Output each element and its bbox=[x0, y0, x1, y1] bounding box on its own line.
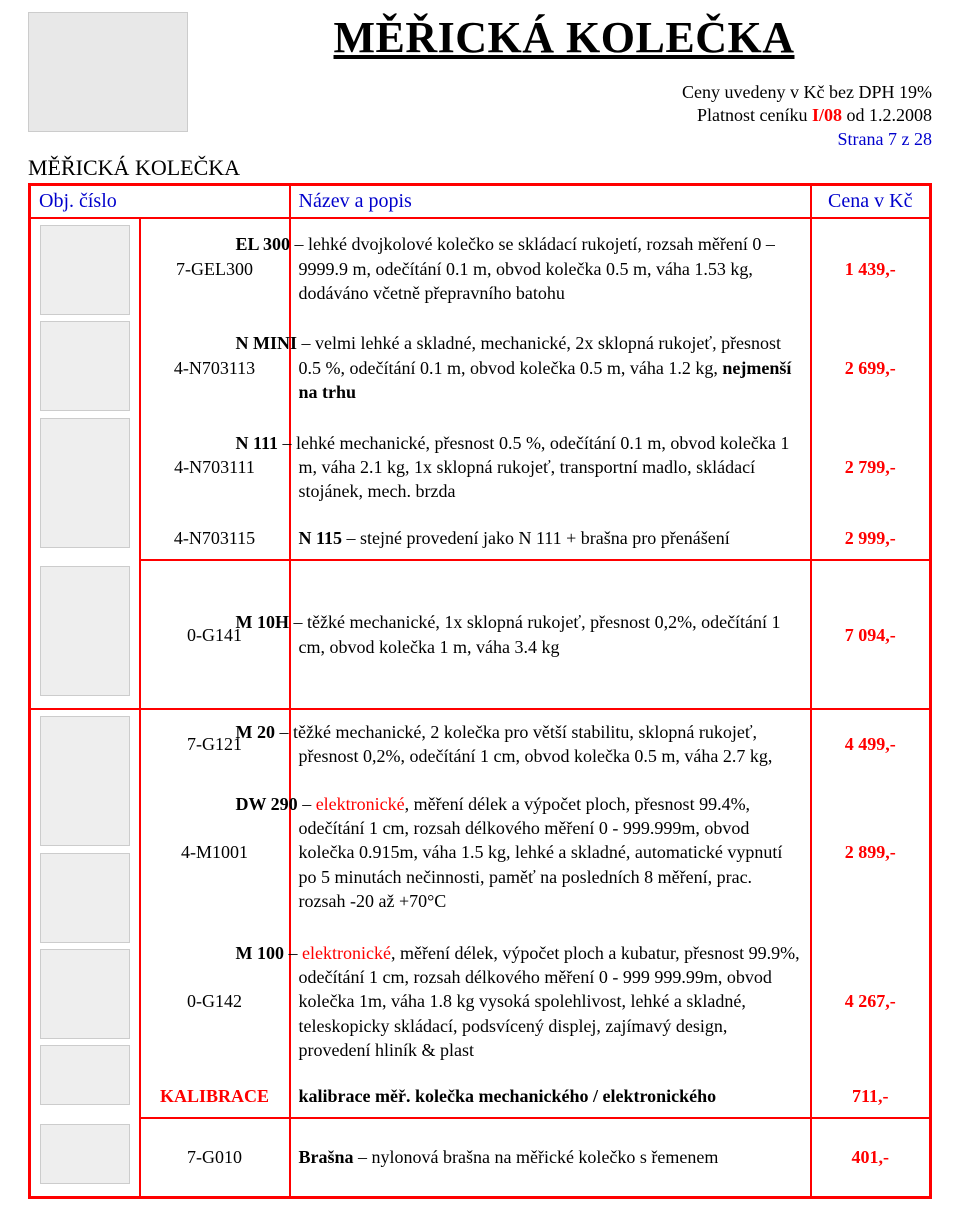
product-price: 7 094,- bbox=[811, 560, 931, 709]
product-image bbox=[40, 853, 130, 943]
product-name: N 115 bbox=[299, 528, 343, 548]
col-header-price: Cena v Kč bbox=[811, 185, 931, 219]
product-price: 2 799,- bbox=[811, 417, 931, 516]
product-desc: M 100 – elektronické, měření délek, výpo… bbox=[290, 927, 811, 1076]
product-desc: N MINI – velmi lehké a skladné, mechanic… bbox=[290, 318, 811, 417]
col-header-desc: Název a popis bbox=[290, 185, 811, 219]
product-name: M 10H bbox=[236, 612, 290, 632]
table-row: 4-N703115 N 115 – stejné provedení jako … bbox=[30, 517, 931, 561]
table-row: 4-M1001 DW 290 – elektronické, měření dé… bbox=[30, 778, 931, 927]
product-desc: DW 290 – elektronické, měření délek a vý… bbox=[290, 778, 811, 927]
product-price: 2 999,- bbox=[811, 517, 931, 561]
product-image-cell bbox=[30, 218, 140, 560]
product-name: M 100 bbox=[236, 943, 285, 963]
product-price: 401,- bbox=[811, 1118, 931, 1198]
product-desc: Brašna – nylonová brašna na měřické kole… bbox=[290, 1118, 811, 1198]
product-desc: EL 300 – lehké dvojkolové kolečko se skl… bbox=[290, 218, 811, 318]
section-subheader: MĚŘICKÁ KOLEČKA bbox=[28, 155, 932, 181]
product-image-cell bbox=[30, 709, 140, 1117]
product-price: 2 699,- bbox=[811, 318, 931, 417]
product-price: 711,- bbox=[811, 1076, 931, 1118]
table-row: 4-N703111 N 111 – lehké mechanické, přes… bbox=[30, 417, 931, 516]
meta-pricelist-code: I/08 bbox=[812, 105, 842, 125]
product-name: N 111 bbox=[236, 433, 279, 453]
product-table: Obj. číslo Název a popis Cena v Kč 7-GEL… bbox=[28, 183, 932, 1199]
product-code: 7-G010 bbox=[140, 1118, 290, 1198]
product-image bbox=[40, 321, 130, 411]
product-image bbox=[40, 716, 130, 846]
table-row: KALIBRACE kalibrace měř. kolečka mechani… bbox=[30, 1076, 931, 1118]
product-desc: M 20 – těžké mechanické, 2 kolečka pro v… bbox=[290, 709, 811, 778]
product-image bbox=[40, 566, 130, 696]
product-tag: elektronické bbox=[302, 943, 391, 963]
page-number: Strana 7 z 28 bbox=[838, 129, 932, 149]
product-image bbox=[40, 418, 130, 548]
header-image bbox=[28, 12, 188, 132]
product-desc: kalibrace měř. kolečka mechanického / el… bbox=[290, 1076, 811, 1118]
product-desc: M 10H – těžké mechanické, 1x sklopná ruk… bbox=[290, 560, 811, 709]
product-name: N MINI bbox=[236, 333, 298, 353]
product-image bbox=[40, 1124, 130, 1184]
page-title: MĚŘICKÁ KOLEČKA bbox=[196, 12, 932, 63]
product-desc: N 115 – stejné provedení jako N 111 + br… bbox=[290, 517, 811, 561]
table-header-row: Obj. číslo Název a popis Cena v Kč bbox=[30, 185, 931, 219]
product-name: DW 290 bbox=[236, 794, 298, 814]
col-header-code: Obj. číslo bbox=[30, 185, 290, 219]
product-name: kalibrace měř. kolečka mechanického / el… bbox=[299, 1086, 717, 1106]
meta-line1: Ceny uvedeny v Kč bez DPH 19% bbox=[682, 82, 932, 102]
product-name: EL 300 bbox=[236, 234, 291, 254]
product-image bbox=[40, 949, 130, 1039]
product-code: KALIBRACE bbox=[140, 1076, 290, 1118]
table-row: 7-G010 Brašna – nylonová brašna na měřic… bbox=[30, 1118, 931, 1198]
product-price: 4 267,- bbox=[811, 927, 931, 1076]
product-name: M 20 bbox=[236, 722, 276, 742]
product-desc: N 111 – lehké mechanické, přesnost 0.5 %… bbox=[290, 417, 811, 516]
meta-line2-pre: Platnost ceníku bbox=[697, 105, 812, 125]
table-row: 0-G141 M 10H – těžké mechanické, 1x sklo… bbox=[30, 560, 931, 709]
product-code: 0-G141 bbox=[140, 560, 290, 709]
product-price: 2 899,- bbox=[811, 778, 931, 927]
meta-line2-post: od 1.2.2008 bbox=[842, 105, 932, 125]
price-meta: Ceny uvedeny v Kč bez DPH 19% Platnost c… bbox=[196, 81, 932, 151]
table-row: 7-GEL300 EL 300 – lehké dvojkolové koleč… bbox=[30, 218, 931, 318]
product-image bbox=[40, 225, 130, 315]
table-row: 0-G142 M 100 – elektronické, měření déle… bbox=[30, 927, 931, 1076]
product-image bbox=[40, 1045, 130, 1105]
product-tag: elektronické bbox=[316, 794, 405, 814]
table-row: 4-N703113 N MINI – velmi lehké a skladné… bbox=[30, 318, 931, 417]
product-price: 4 499,- bbox=[811, 709, 931, 778]
product-price: 1 439,- bbox=[811, 218, 931, 318]
product-image-cell bbox=[30, 560, 140, 709]
product-code: 4-N703115 bbox=[140, 517, 290, 561]
product-name: Brašna bbox=[299, 1147, 354, 1167]
product-image-cell bbox=[30, 1118, 140, 1198]
table-row: 7-G121 M 20 – těžké mechanické, 2 kolečk… bbox=[30, 709, 931, 778]
